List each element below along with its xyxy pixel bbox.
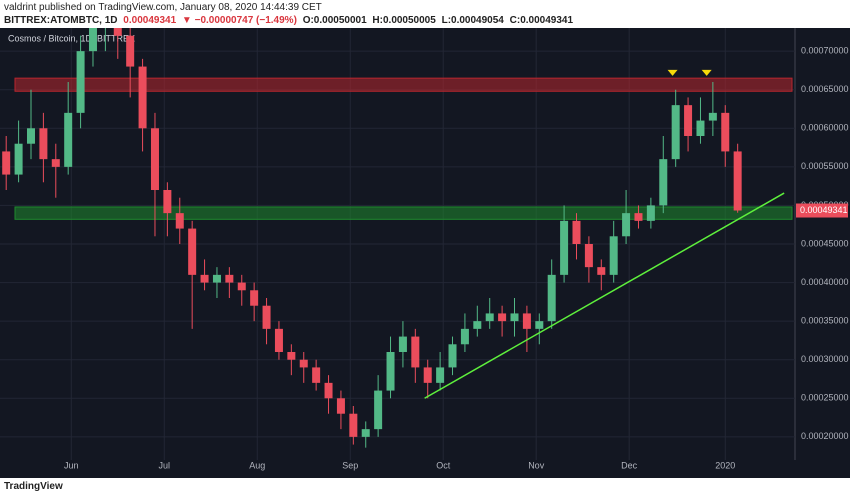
candle-body [721,112,730,152]
candle-body [200,274,209,283]
change: ▼ −0.00000747 (−1.49%) [181,15,297,26]
candle-body [299,359,308,368]
low: L:0.00049054 [441,15,504,26]
candle-body [262,305,271,329]
candle-body [584,244,593,268]
author-line: valdrint published on TradingView.com, J… [4,2,322,13]
candle-body [225,274,234,283]
candle-body [473,321,482,329]
candle-body [138,66,147,129]
candle-body [386,352,395,391]
candle-body [336,398,345,414]
candle-body [560,220,569,275]
chart: Cosmos / Bitcoin, 1D, BITTREX 0.00020000… [0,28,850,478]
x-tick-label: Jun [64,460,79,470]
y-tick-label: 0.00025000 [801,393,849,403]
candle-body [374,390,383,430]
candle-body [150,128,159,190]
candle-body [88,28,97,52]
candle-body [646,205,655,221]
candle-body [287,352,296,360]
candle-body [324,382,333,399]
candle-body [126,35,135,67]
marker [667,69,678,76]
marker [701,69,712,76]
candle-body [733,151,742,211]
x-tick-label: Dec [621,460,638,470]
candle-body [14,143,23,175]
candle-body [597,267,606,275]
trendline [424,192,785,399]
x-tick-label: Aug [249,460,265,470]
candle-body [26,128,35,144]
candle-body [522,313,531,329]
close: C:0.00049341 [509,15,574,26]
last-price-label: 0.00049341 [800,205,848,215]
candle-body [76,51,85,113]
zone [14,77,793,92]
candle-body [423,367,432,383]
chart-title: Cosmos / Bitcoin, 1D, BITTREX [8,33,135,43]
candle-body [163,190,172,214]
candle-body [460,328,469,345]
y-tick-label: 0.00045000 [801,238,849,248]
last: 0.00049341 [123,15,177,26]
y-tick-label: 0.00020000 [801,431,849,441]
candle-body [237,282,246,291]
candle-body [622,213,631,237]
y-tick-label: 0.00065000 [801,84,849,94]
x-tick-label: Oct [436,460,451,470]
candle-body [398,336,407,352]
candle-body [312,367,321,383]
logo: TradingView [4,481,63,492]
candle-body [411,336,420,368]
candle-body [113,28,122,36]
candle-body [250,290,259,306]
candle-body [448,344,457,368]
candle-body [708,112,717,121]
candle-body [175,213,184,229]
y-tick-label: 0.00040000 [801,277,849,287]
x-tick-label: Jul [159,460,171,470]
candle-body [535,321,544,329]
chart-bg [0,28,850,478]
candle-body [39,128,48,160]
candle-body [671,105,680,160]
symbol-line: BITTREX:ATOMBTC, 1D 0.00049341 ▼ −0.0000… [4,15,576,26]
last-price-box [796,203,848,218]
y-tick-label: 0.00030000 [801,354,849,364]
y-tick-label: 0.00035000 [801,316,849,326]
x-tick-label: Nov [528,460,545,470]
high: H:0.00050005 [372,15,436,26]
candle-body [485,313,494,322]
candle-body [188,228,197,275]
candle-body [547,274,556,322]
candle-body [609,236,618,275]
candle-body [498,313,507,322]
x-tick-label: Sep [342,460,358,470]
y-tick-label: 0.00060000 [801,123,849,133]
candle-body [634,213,643,221]
candle-body [436,367,445,383]
candle-body [349,413,358,437]
candle-body [64,112,73,167]
candle-body [684,105,693,136]
candle-body [696,120,705,136]
candle-body [510,313,519,322]
open: O:0.00050001 [302,15,367,26]
candle-body [274,328,283,352]
zone [14,206,793,220]
candle-body [361,429,370,437]
candle-body [51,159,60,167]
candle-body [212,274,221,283]
candle-body [2,151,11,175]
y-tick-label: 0.00070000 [801,46,849,56]
x-tick-label: 2020 [715,460,735,470]
candle-body [572,220,581,244]
candle-body [659,159,668,206]
symbol: BITTREX:ATOMBTC, 1D [4,15,118,26]
y-tick-label: 0.00055000 [801,161,849,171]
